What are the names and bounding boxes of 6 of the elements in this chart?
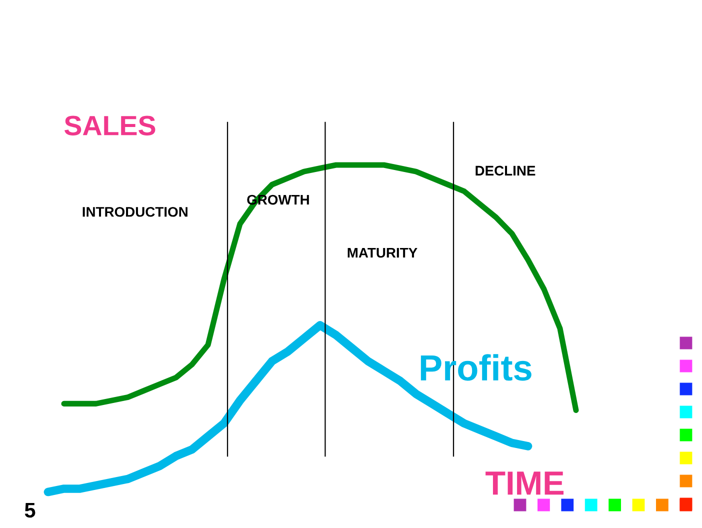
annotation: DECLINE — [476, 166, 536, 176]
annotation: INTRODUCTION — [82, 206, 188, 217]
x-axis-title: TIME — [486, 472, 564, 495]
text: 5 — [24, 503, 36, 518]
y-axis-title: SALES — [64, 116, 156, 136]
annotation: MATURITY — [348, 248, 418, 258]
